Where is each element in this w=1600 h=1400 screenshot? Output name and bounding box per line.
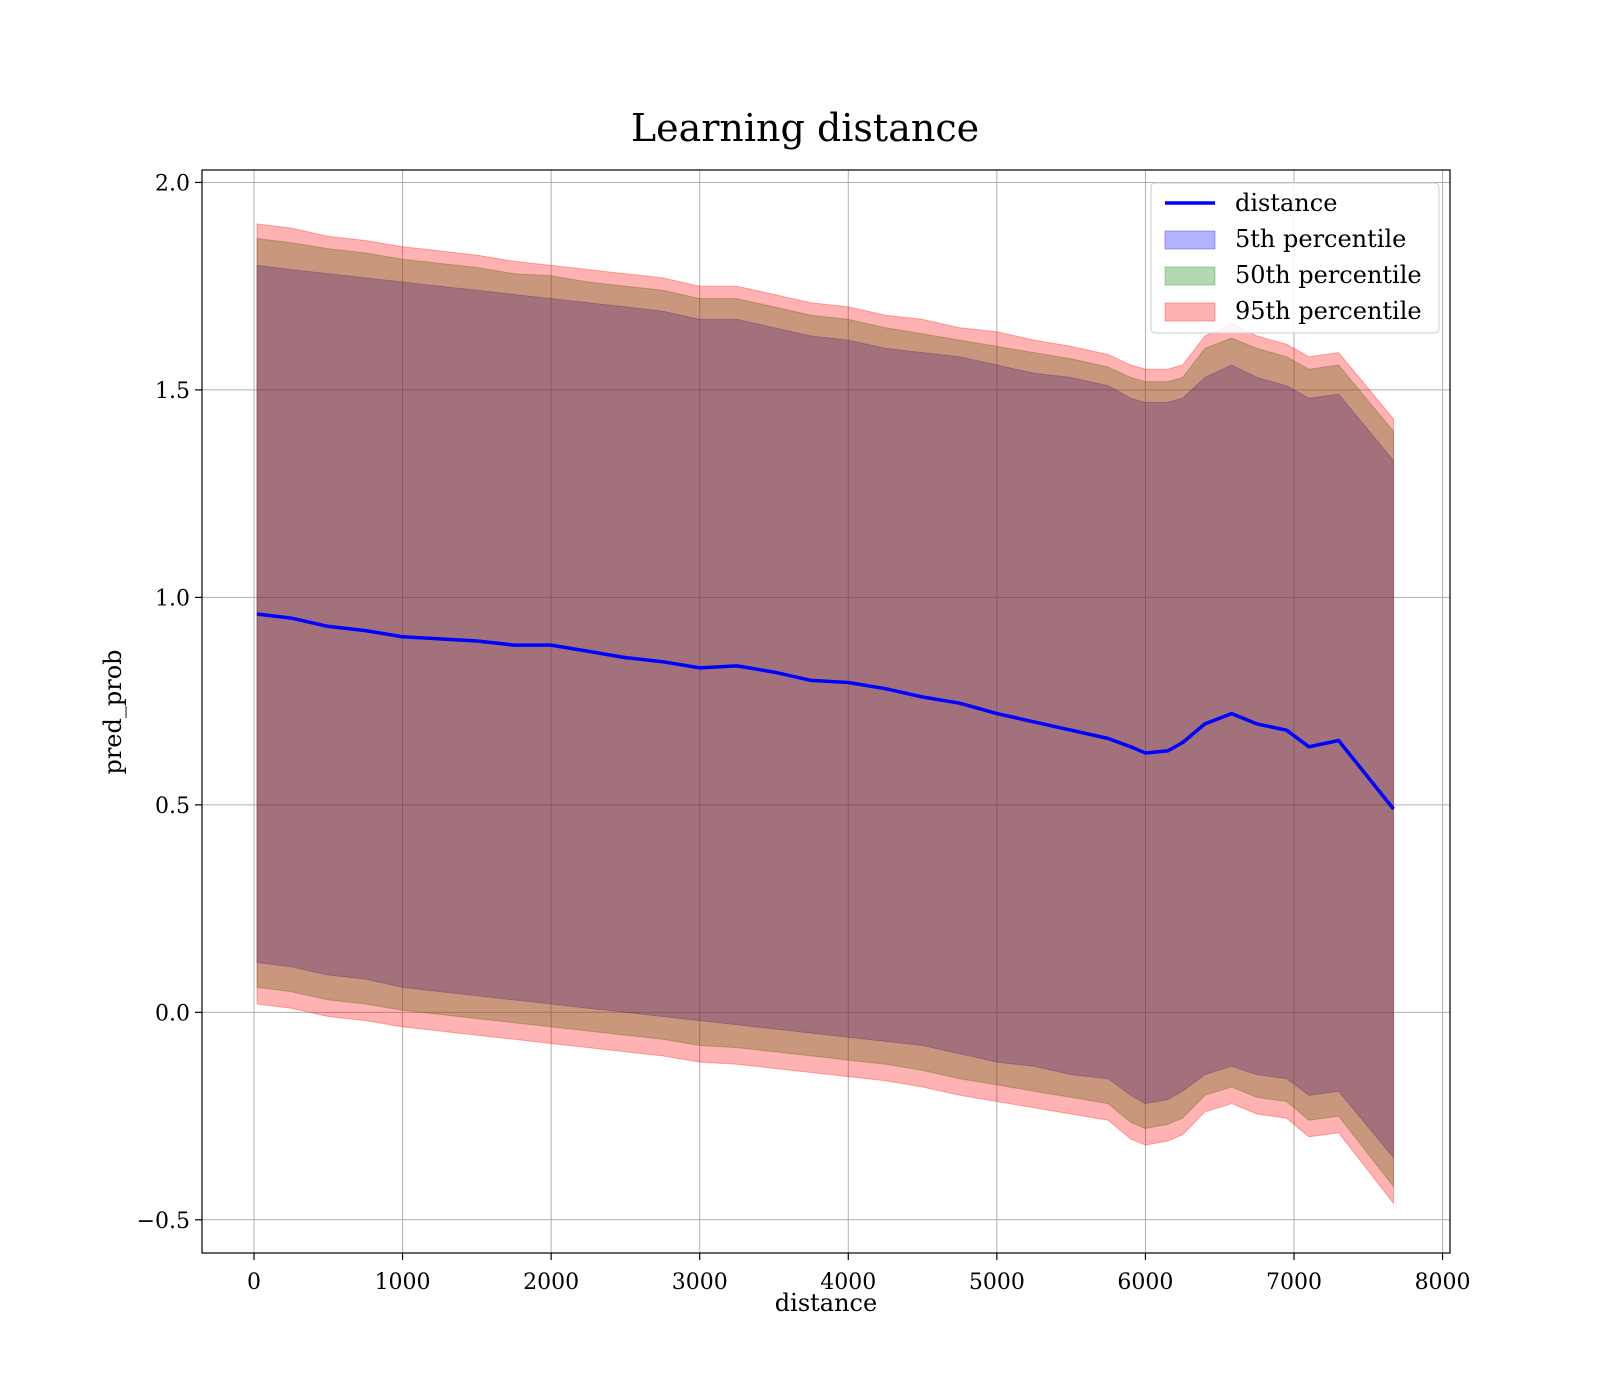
legend-swatch-5th-percentile: [1164, 230, 1216, 250]
y-tick-label: 0.5: [155, 794, 190, 819]
y-tick-label: 1.0: [155, 586, 190, 611]
gridlines: [202, 170, 1450, 1253]
legend-label-50th-percentile: 50th percentile: [1235, 261, 1422, 289]
legend-frame: [1150, 182, 1440, 334]
x-tick-label: 2000: [523, 1270, 579, 1295]
x-axis-ticks: 0 1000 2000 3000 4000 5000 6000 7000 8000: [247, 1253, 1471, 1295]
y-axis-ticks: −0.5 0.0 0.5 1.0 1.5 2.0: [137, 171, 202, 1234]
legend-label-95th-percentile: 95th percentile: [1235, 297, 1422, 325]
line-distance: [256, 612, 1395, 811]
legend-label-distance: distance: [1235, 189, 1337, 217]
series-lines: [256, 612, 1395, 811]
x-tick-label: 5000: [969, 1270, 1025, 1295]
x-tick-label: 7000: [1266, 1270, 1322, 1295]
percentile-bands: [256, 223, 1394, 1205]
x-tick-label: 3000: [672, 1270, 728, 1295]
band-50th-percentile: [256, 237, 1394, 1189]
x-tick-label: 8000: [1415, 1270, 1471, 1295]
x-tick-label: 0: [247, 1270, 261, 1295]
x-tick-label: 6000: [1117, 1270, 1173, 1295]
y-axis-label: pred_prob: [99, 649, 127, 774]
legend-swatch-95th-percentile: [1164, 302, 1216, 322]
chart-title: Learning distance: [631, 106, 979, 150]
legend-swatch-50th-percentile: [1164, 266, 1216, 286]
x-tick-label: 4000: [820, 1270, 876, 1295]
legend: distance 5th percentile 50th percentile 95t…: [1150, 182, 1440, 334]
y-tick-label: 2.0: [155, 171, 190, 196]
x-axis-label: distance: [775, 1289, 877, 1317]
plot-frame: [201, 169, 1451, 1254]
legend-label-5th-percentile: 5th percentile: [1235, 225, 1406, 253]
band-5th-percentile: [256, 264, 1394, 1159]
x-tick-label: 1000: [375, 1270, 431, 1295]
y-tick-label: 0.0: [155, 1001, 190, 1026]
y-tick-label: −0.5: [137, 1209, 190, 1234]
y-tick-label: 1.5: [155, 379, 190, 404]
band-95th-percentile: [256, 223, 1394, 1205]
